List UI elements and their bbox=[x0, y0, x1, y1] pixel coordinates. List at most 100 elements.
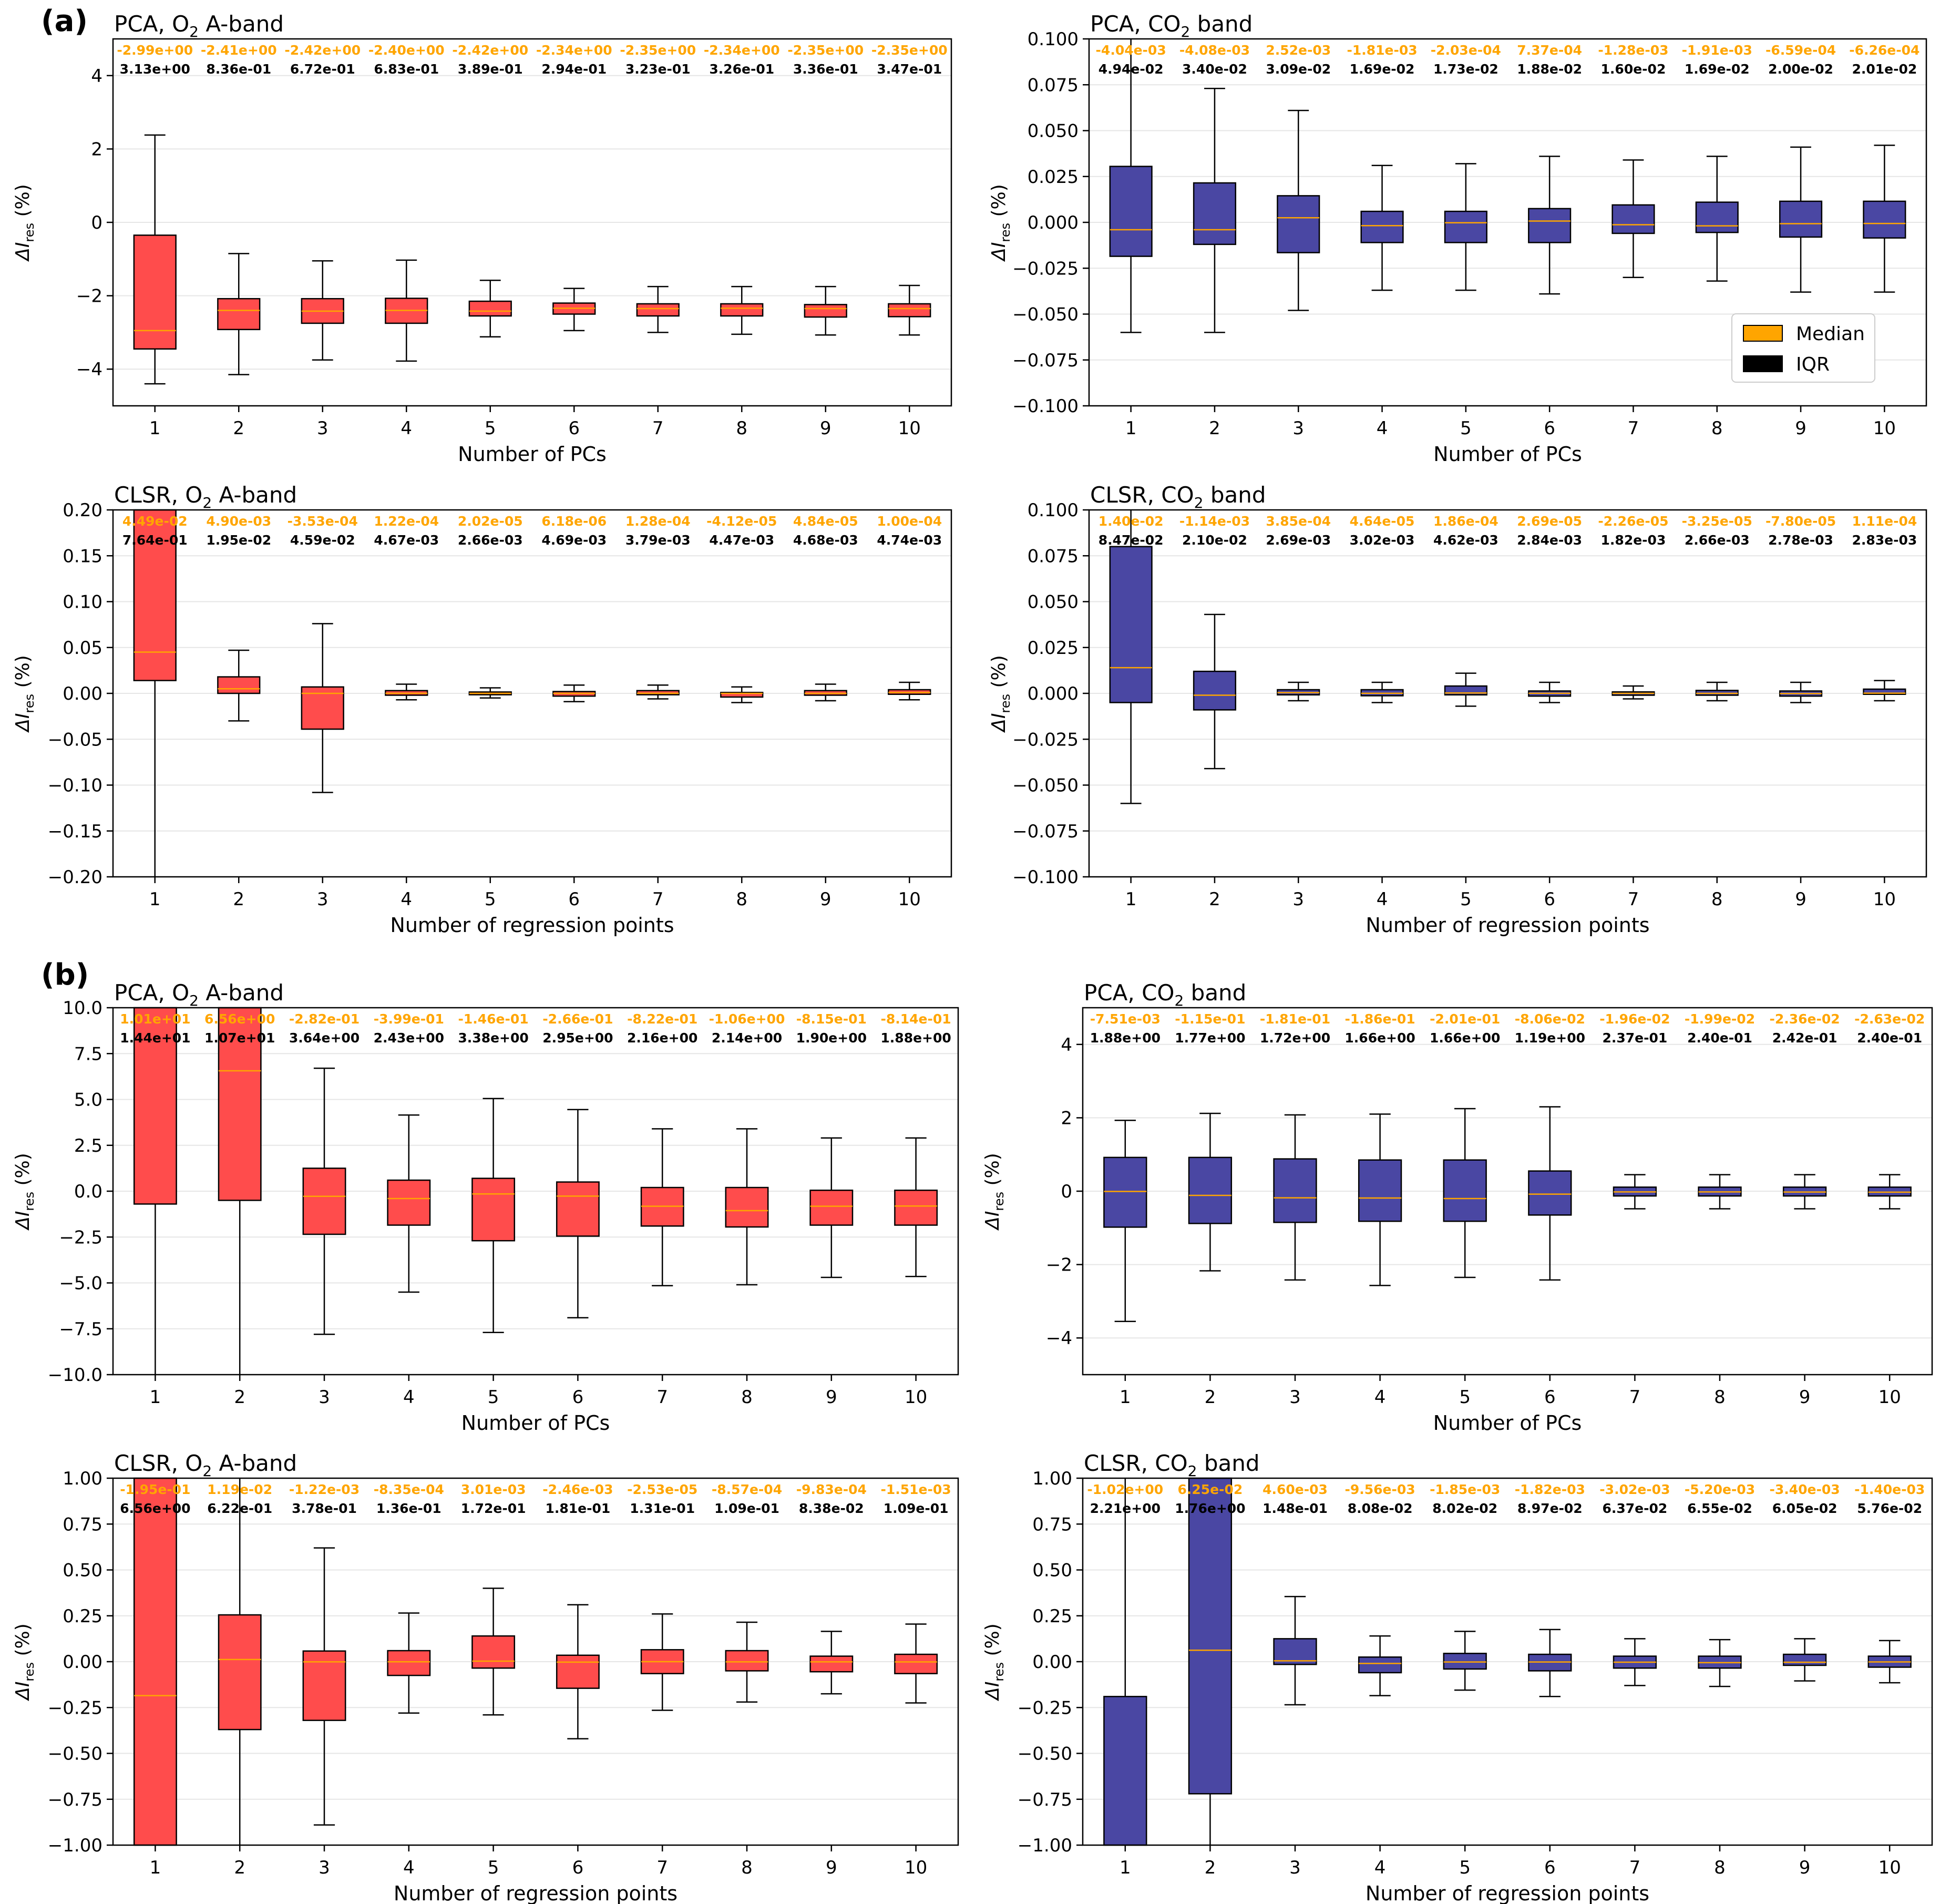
iqr-value-label: 1.88e-02 bbox=[1517, 62, 1582, 77]
box-iqr bbox=[1360, 210, 1404, 243]
median-value-label: -3.53e-04 bbox=[288, 514, 358, 529]
box-iqr bbox=[1273, 1158, 1317, 1223]
median-value-label: 1.01e+01 bbox=[120, 1011, 190, 1027]
y-label-unit: (%) bbox=[12, 1623, 34, 1662]
median-value-label: 6.56e+00 bbox=[204, 1011, 275, 1027]
box-iqr bbox=[1109, 546, 1153, 703]
x-tick-label: 3 bbox=[1289, 1857, 1301, 1878]
median-value-label: -1.85e-03 bbox=[1430, 1482, 1500, 1497]
box-iqr bbox=[471, 1635, 516, 1669]
median-value-label: -3.25e-05 bbox=[1682, 514, 1752, 529]
y-tick-label: −0.025 bbox=[1012, 729, 1079, 750]
title-text: CLSR, O bbox=[114, 482, 202, 508]
y-tick-label: 0.50 bbox=[1032, 1560, 1072, 1581]
x-axis-label: Number of regression points bbox=[1366, 1882, 1649, 1904]
chart-title: PCA, O2 A-band bbox=[114, 11, 284, 40]
box-iqr bbox=[809, 1190, 854, 1226]
iqr-value-label: 6.55e-02 bbox=[1687, 1501, 1752, 1516]
title-text: PCA, O bbox=[114, 980, 189, 1006]
x-axis-label: Number of PCs bbox=[1433, 1411, 1582, 1435]
box-10 bbox=[894, 1623, 938, 1704]
x-tick-label: 5 bbox=[485, 418, 496, 439]
y-tick-label: −4 bbox=[1046, 1328, 1072, 1349]
median-value-label: -4.08e-03 bbox=[1179, 43, 1250, 58]
box-iqr bbox=[218, 1007, 262, 1201]
iqr-value-label: 2.43e+00 bbox=[374, 1030, 444, 1046]
x-axis-label: Number of PCs bbox=[458, 443, 607, 466]
box-6 bbox=[556, 1604, 600, 1739]
x-tick-label: 2 bbox=[1209, 889, 1220, 910]
box-iqr bbox=[133, 1007, 177, 1205]
box-iqr bbox=[1863, 688, 1906, 695]
median-value-label: -2.03e-04 bbox=[1431, 43, 1501, 58]
y-tick-label: 0.10 bbox=[63, 592, 102, 613]
median-value-label: 4.49e-02 bbox=[122, 514, 188, 529]
x-tick-label: 10 bbox=[1873, 889, 1896, 910]
x-tick-label: 6 bbox=[572, 1857, 584, 1878]
box-10 bbox=[1867, 1640, 1912, 1684]
median-value-label: -2.46e-03 bbox=[542, 1482, 613, 1497]
title-text: PCA, O bbox=[114, 11, 189, 37]
median-value-label: -2.40e+00 bbox=[368, 43, 445, 58]
y-tick-label: −0.025 bbox=[1012, 258, 1079, 279]
y-label-unit: (%) bbox=[988, 655, 1010, 694]
box-iqr bbox=[1782, 1653, 1827, 1666]
x-tick-label: 4 bbox=[403, 1387, 415, 1408]
median-value-label: 3.85e-04 bbox=[1266, 514, 1331, 529]
iqr-value-label: 8.02e-02 bbox=[1432, 1501, 1497, 1516]
x-tick-label: 9 bbox=[826, 1857, 837, 1878]
box-10 bbox=[888, 284, 931, 336]
median-value-label: 4.60e-03 bbox=[1262, 1482, 1328, 1497]
box-3 bbox=[1277, 109, 1320, 311]
iqr-value-label: 2.78e-03 bbox=[1768, 533, 1833, 548]
iqr-value-label: 2.84e-03 bbox=[1517, 533, 1582, 548]
x-tick-label: 1 bbox=[149, 418, 161, 439]
median-value-label: -8.57e-04 bbox=[712, 1482, 782, 1497]
iqr-value-label: 1.60e-02 bbox=[1601, 62, 1666, 77]
box-iqr bbox=[894, 1653, 938, 1674]
iqr-value-label: 3.89e-01 bbox=[458, 62, 523, 77]
panel-label-a: (a) bbox=[41, 4, 88, 38]
box-3 bbox=[1273, 1595, 1317, 1706]
title-subscript: 2 bbox=[1194, 494, 1204, 511]
y-label-text: ΔI bbox=[982, 1682, 1003, 1702]
y-tick-label: −0.075 bbox=[1012, 350, 1079, 371]
x-tick-label: 10 bbox=[898, 889, 921, 910]
box-iqr bbox=[302, 1650, 346, 1721]
box-2 bbox=[1193, 87, 1237, 333]
chart-title: CLSR, CO2 band bbox=[1084, 1450, 1260, 1480]
median-value-label: -2.35e+00 bbox=[871, 43, 948, 58]
x-tick-label: 10 bbox=[1873, 418, 1896, 439]
x-tick-label: 7 bbox=[1628, 418, 1639, 439]
box-iqr bbox=[1273, 1638, 1317, 1665]
x-tick-label: 3 bbox=[317, 418, 329, 439]
box-9 bbox=[1782, 1174, 1827, 1210]
median-value-label: -8.14e-01 bbox=[881, 1011, 951, 1027]
box-6 bbox=[552, 288, 596, 332]
box-1 bbox=[1109, 510, 1153, 804]
x-axis-label: Number of regression points bbox=[394, 1882, 678, 1904]
x-tick-label: 2 bbox=[1209, 418, 1220, 439]
iqr-value-label: 2.21e+00 bbox=[1090, 1501, 1161, 1516]
iqr-value-label: 1.88e+00 bbox=[880, 1030, 951, 1046]
box-iqr bbox=[1103, 1696, 1147, 1846]
box-3 bbox=[302, 1547, 346, 1826]
x-tick-label: 1 bbox=[150, 1857, 161, 1878]
median-value-label: -2.99e+00 bbox=[117, 43, 193, 58]
iqr-value-label: 2.00e-02 bbox=[1768, 62, 1833, 77]
y-tick-label: 2 bbox=[91, 139, 102, 160]
box-iqr bbox=[217, 676, 261, 694]
y-tick-label: 0.00 bbox=[63, 683, 102, 704]
y-tick-label: 0 bbox=[91, 212, 102, 233]
plot-frame bbox=[1082, 1007, 1933, 1376]
legend: Median IQR bbox=[1731, 313, 1875, 383]
median-value-label: -1.15e-01 bbox=[1175, 1011, 1245, 1027]
plot-frame bbox=[1088, 38, 1927, 407]
box-iqr bbox=[1193, 670, 1237, 711]
median-value-label: -1.46e-01 bbox=[458, 1011, 529, 1027]
iqr-value-label: 8.47e-02 bbox=[1099, 533, 1164, 548]
iqr-value-label: 1.48e-01 bbox=[1262, 1501, 1328, 1516]
y-tick-label: −1.00 bbox=[48, 1835, 102, 1856]
x-tick-label: 10 bbox=[1879, 1857, 1901, 1878]
y-tick-label: −0.25 bbox=[48, 1697, 102, 1718]
